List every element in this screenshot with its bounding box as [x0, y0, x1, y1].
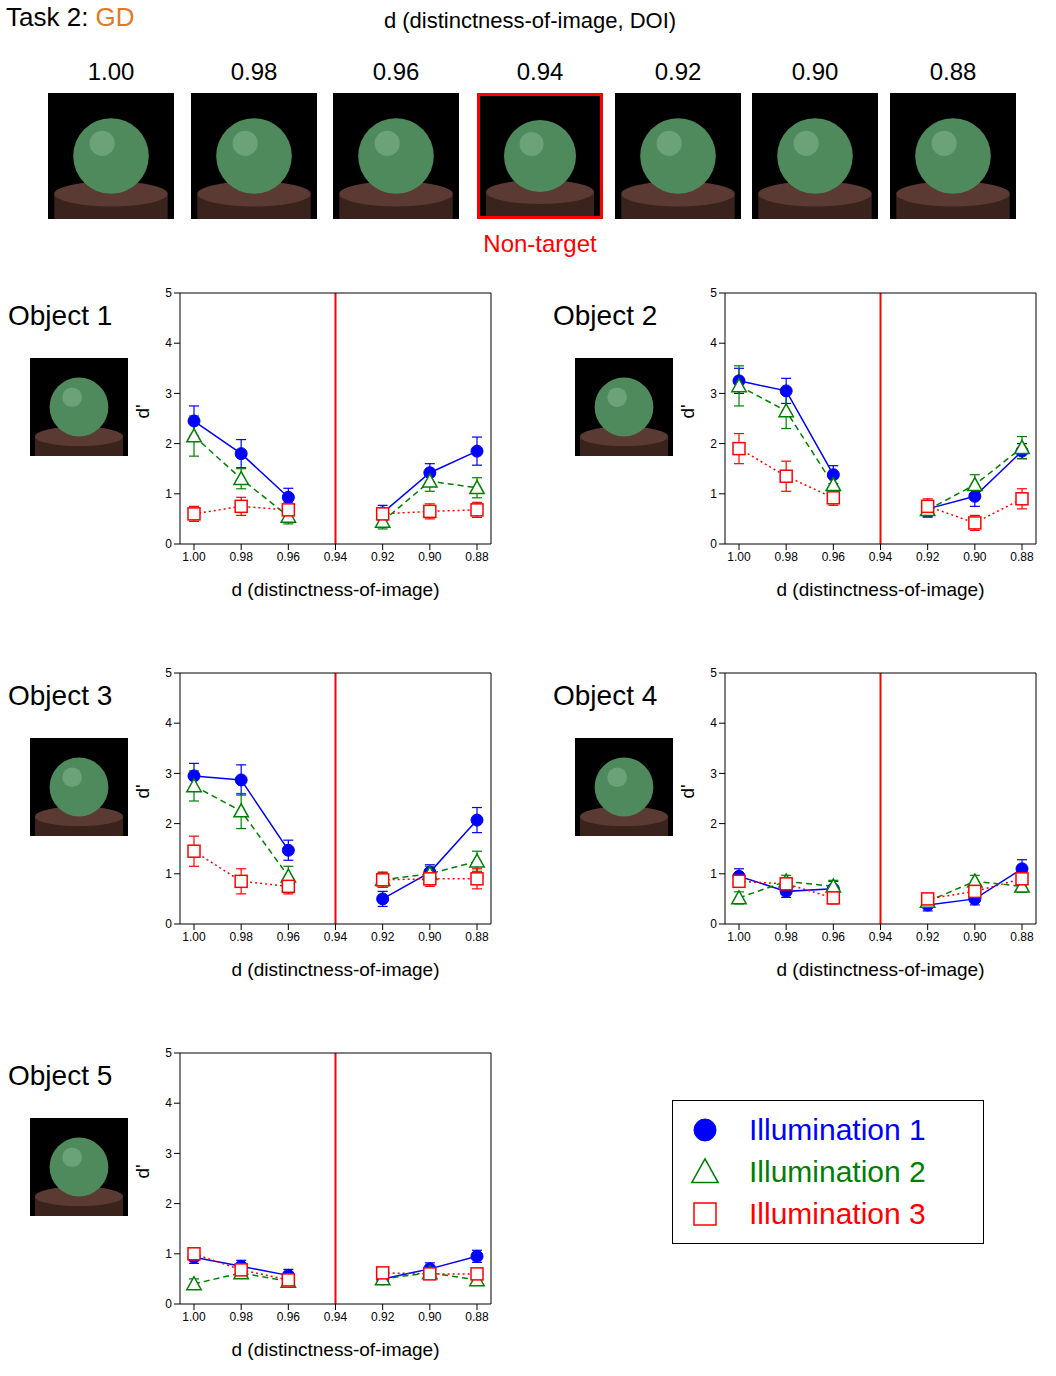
svg-text:3: 3 — [165, 387, 172, 401]
svg-text:1: 1 — [710, 487, 717, 501]
svg-text:0.98: 0.98 — [229, 930, 253, 944]
svg-text:d (distinctness-of-image): d (distinctness-of-image) — [231, 579, 439, 600]
svg-text:0.88: 0.88 — [465, 1310, 489, 1324]
svg-text:0.90: 0.90 — [418, 1310, 442, 1324]
svg-text:1.00: 1.00 — [727, 550, 751, 564]
html-text:0.88: 0.88 — [929, 58, 977, 85]
svg-text:1: 1 — [710, 867, 717, 881]
svg-text:0.90: 0.90 — [963, 550, 987, 564]
svg-text:2: 2 — [165, 1197, 172, 1211]
svg-text:0.98: 0.98 — [774, 550, 798, 564]
svg-text:1.00: 1.00 — [182, 550, 206, 564]
svg-text:0.98: 0.98 — [229, 1310, 253, 1324]
html-text:Object 2: Object 2 — [553, 300, 658, 331]
svg-text:0.94: 0.94 — [324, 1310, 348, 1324]
svg-text:d': d' — [677, 404, 698, 418]
svg-text:2: 2 — [710, 437, 717, 451]
html-text:0.98: 0.98 — [230, 58, 278, 85]
html-text:Illumination 2: Illumination 2 — [749, 1155, 926, 1188]
svg-text:2: 2 — [710, 817, 717, 831]
svg-text:d (distinctness-of-image): d (distinctness-of-image) — [776, 959, 984, 980]
html-text:Illumination 1: Illumination 1 — [749, 1113, 926, 1146]
html-text:Object 4: Object 4 — [553, 680, 658, 711]
svg-text:0.94: 0.94 — [324, 930, 348, 944]
svg-text:0.94: 0.94 — [324, 550, 348, 564]
svg-text:d (distinctness-of-image): d (distinctness-of-image) — [231, 1339, 439, 1360]
svg-text:1: 1 — [165, 1247, 172, 1261]
svg-text:1.00: 1.00 — [182, 930, 206, 944]
svg-text:0.92: 0.92 — [371, 930, 395, 944]
svg-text:d': d' — [132, 1164, 153, 1178]
svg-text:4: 4 — [165, 336, 172, 350]
svg-text:0.98: 0.98 — [774, 930, 798, 944]
svg-text:0.88: 0.88 — [465, 930, 489, 944]
svg-text:0.94: 0.94 — [869, 930, 893, 944]
html-text:Object 1: Object 1 — [8, 300, 113, 331]
svg-text:4: 4 — [165, 716, 172, 730]
html-text:0.96: 0.96 — [372, 58, 420, 85]
svg-text:0.94: 0.94 — [869, 550, 893, 564]
svg-text:0.88: 0.88 — [1010, 930, 1034, 944]
svg-text:0: 0 — [165, 917, 172, 931]
svg-text:0.98: 0.98 — [229, 550, 253, 564]
html-text:Non-target: Non-target — [483, 230, 597, 257]
html-text:Object 3: Object 3 — [8, 680, 113, 711]
svg-text:3: 3 — [165, 767, 172, 781]
svg-text:0.92: 0.92 — [916, 930, 940, 944]
svg-text:4: 4 — [710, 716, 717, 730]
html-text:d (distinctness-of-image, DOI): d (distinctness-of-image, DOI) — [383, 8, 677, 33]
svg-text:5: 5 — [710, 666, 717, 680]
svg-text:5: 5 — [165, 1046, 172, 1060]
html-text:Illumination 3: Illumination 3 — [749, 1197, 926, 1230]
svg-text:d': d' — [677, 784, 698, 798]
svg-text:1.00: 1.00 — [182, 1310, 206, 1324]
svg-text:0: 0 — [710, 537, 717, 551]
svg-text:1: 1 — [165, 487, 172, 501]
svg-text:0.96: 0.96 — [277, 1310, 301, 1324]
svg-text:d (distinctness-of-image): d (distinctness-of-image) — [231, 959, 439, 980]
html-text:Object 5: Object 5 — [8, 1060, 113, 1091]
svg-text:4: 4 — [165, 1096, 172, 1110]
svg-text:3: 3 — [710, 387, 717, 401]
svg-text:0.88: 0.88 — [1010, 550, 1034, 564]
svg-text:0.90: 0.90 — [418, 550, 442, 564]
svg-text:0.92: 0.92 — [916, 550, 940, 564]
svg-text:5: 5 — [710, 286, 717, 300]
svg-text:3: 3 — [165, 1147, 172, 1161]
html-text:Task 2: GD: Task 2: GD — [6, 2, 135, 32]
svg-text:1: 1 — [165, 867, 172, 881]
svg-text:d (distinctness-of-image): d (distinctness-of-image) — [776, 579, 984, 600]
svg-text:3: 3 — [710, 767, 717, 781]
svg-text:d': d' — [132, 784, 153, 798]
svg-text:4: 4 — [710, 336, 717, 350]
svg-text:2: 2 — [165, 817, 172, 831]
html-text:0.90: 0.90 — [791, 58, 839, 85]
html-text:0.92: 0.92 — [654, 58, 702, 85]
html-text:0.94: 0.94 — [516, 58, 564, 85]
svg-text:0.96: 0.96 — [822, 550, 846, 564]
svg-text:5: 5 — [165, 286, 172, 300]
html-text:1.00: 1.00 — [87, 58, 135, 85]
svg-text:0.96: 0.96 — [277, 930, 301, 944]
svg-text:2: 2 — [165, 437, 172, 451]
svg-text:0.90: 0.90 — [963, 930, 987, 944]
svg-text:0: 0 — [165, 537, 172, 551]
svg-text:0.96: 0.96 — [277, 550, 301, 564]
svg-text:0: 0 — [165, 1297, 172, 1311]
svg-text:0.92: 0.92 — [371, 550, 395, 564]
svg-text:0.92: 0.92 — [371, 1310, 395, 1324]
svg-text:0.96: 0.96 — [822, 930, 846, 944]
svg-text:5: 5 — [165, 666, 172, 680]
svg-text:d': d' — [132, 404, 153, 418]
svg-text:1.00: 1.00 — [727, 930, 751, 944]
svg-text:0.90: 0.90 — [418, 930, 442, 944]
svg-text:0.88: 0.88 — [465, 550, 489, 564]
svg-text:0: 0 — [710, 917, 717, 931]
